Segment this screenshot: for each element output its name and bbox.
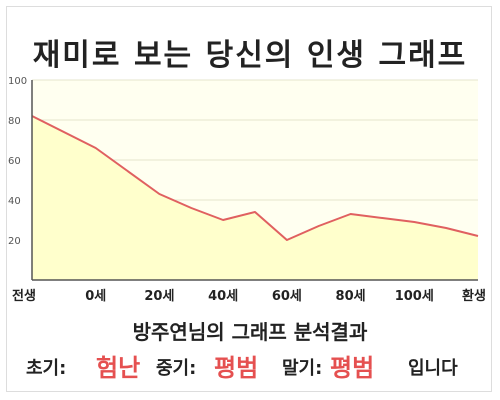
x-tick-label: 환생 [462, 288, 486, 304]
early-value: 험난 [96, 354, 141, 382]
x-tick-label: 40세 [208, 289, 238, 304]
chart-title: 재미로 보는 당신의 인생 그래프 [32, 38, 468, 73]
early-label: 초기: [26, 358, 67, 379]
late-value: 평범 [330, 354, 375, 382]
x-tick-label: 80세 [336, 289, 366, 304]
y-tick-label: 60 [8, 156, 21, 167]
y-tick-label: 20 [8, 236, 21, 247]
x-tick-label: 60세 [272, 289, 302, 304]
y-tick-label: 40 [8, 196, 21, 207]
y-tick-label: 80 [8, 116, 21, 127]
verdict-suffix: 입니다 [408, 358, 458, 379]
x-tick-labels: 전생 0세 20세 40세 60세 80세 100세 환생 [12, 288, 486, 304]
mid-label: 중기: [156, 358, 197, 379]
y-tick-label: 100 [8, 76, 27, 87]
x-tick-label: 전생 [12, 288, 36, 304]
y-tick-labels: 20 40 60 80 100 [8, 76, 27, 247]
x-tick-label: 20세 [144, 289, 174, 304]
analysis-verdict: 초기: 험난 중기: 평범 말기: 평범 입니다 [0, 346, 500, 382]
outer-frame [6, 6, 492, 392]
area-fill [32, 116, 478, 280]
analysis-summary: 방주연님의 그래프 분석결과 [132, 320, 368, 344]
mid-value: 평범 [214, 354, 259, 382]
series-line [31, 115, 479, 241]
x-tick-label: 100세 [395, 289, 434, 304]
x-tick-label: 0세 [85, 289, 106, 304]
late-label: 말기: [282, 358, 323, 379]
